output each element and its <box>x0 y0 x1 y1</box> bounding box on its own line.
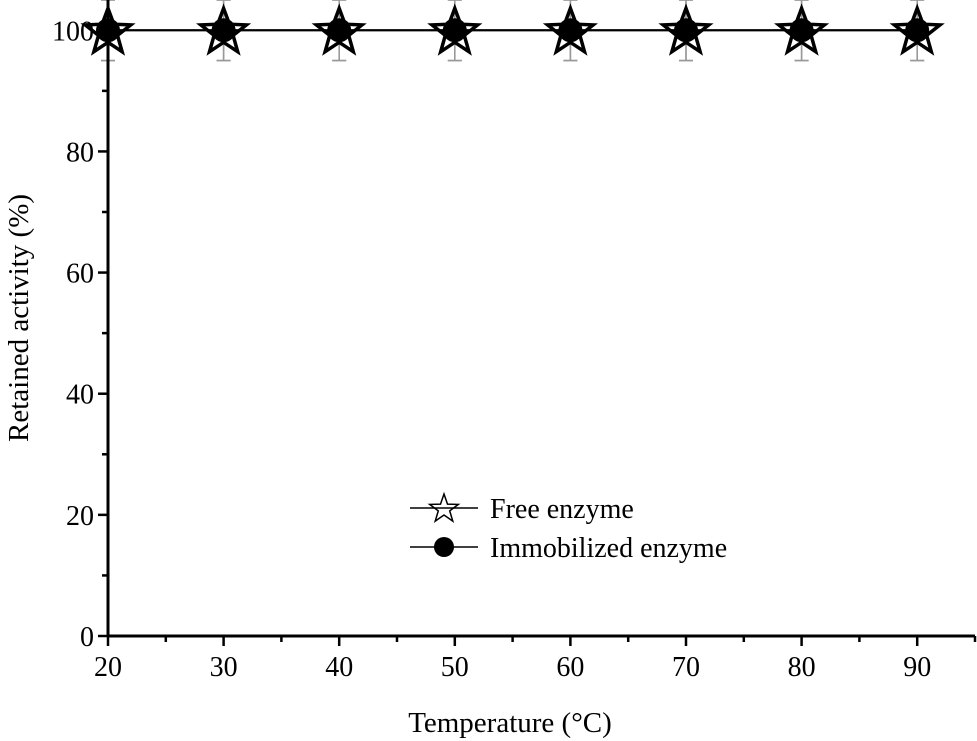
data-point-star <box>542 3 598 56</box>
data-point-star <box>427 3 483 56</box>
y-tick-label: 20 <box>66 501 94 532</box>
x-axis-label: Temperature (°C) <box>408 707 612 739</box>
legend-label: Free enzyme <box>490 494 634 525</box>
data-point-star <box>196 3 252 56</box>
data-point-star <box>311 3 367 56</box>
x-tick-label: 80 <box>788 652 816 683</box>
legend: Free enzyme Immobilized enzyme <box>410 491 727 564</box>
data-point-circle <box>442 18 467 43</box>
data-point-circle <box>789 18 814 43</box>
y-tick-label: 0 <box>80 622 94 653</box>
data-point-circle <box>558 18 583 43</box>
x-tick-label: 30 <box>210 652 238 683</box>
data-point-star <box>774 3 830 56</box>
legend-circle-icon <box>434 537 454 557</box>
legend-label: Immobilized enzyme <box>490 533 727 564</box>
y-tick-label: 40 <box>66 380 94 411</box>
data-point-star <box>658 3 714 56</box>
legend-star-icon <box>427 491 461 523</box>
data-point-circle <box>327 18 352 43</box>
x-tick-label: 40 <box>325 652 353 683</box>
x-tick-label: 50 <box>441 652 469 683</box>
data-point-circle <box>905 18 930 43</box>
x-tick-label: 20 <box>94 652 122 683</box>
data-point-star <box>889 3 945 56</box>
x-tick-label: 70 <box>672 652 700 683</box>
y-axis-label: Retained activity (%) <box>3 194 35 442</box>
y-tick-label: 60 <box>66 259 94 290</box>
y-tick-label: 80 <box>66 137 94 168</box>
x-tick-label: 90 <box>903 652 931 683</box>
y-tick-label: 100 <box>52 16 94 47</box>
data-point-circle <box>211 18 236 43</box>
data-point-circle <box>674 18 698 43</box>
x-tick-label: 60 <box>556 652 584 683</box>
